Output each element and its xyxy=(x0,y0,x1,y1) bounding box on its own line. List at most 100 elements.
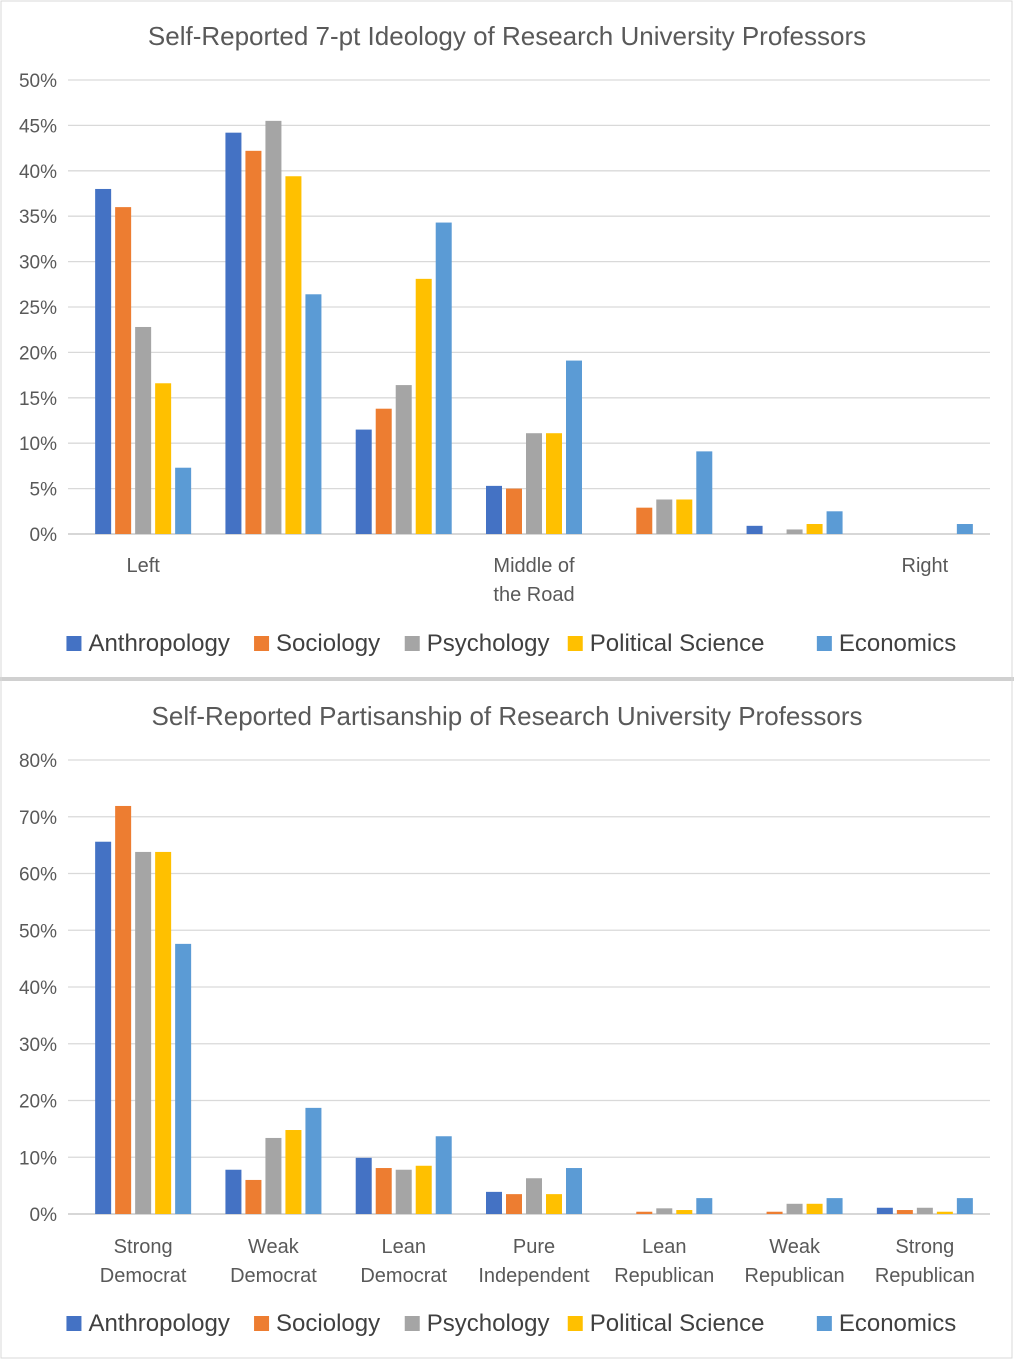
bar-sociology xyxy=(506,488,522,534)
x-category-label: Independent xyxy=(478,1265,590,1287)
bar-anthropology xyxy=(225,132,242,534)
x-category-label: Pure xyxy=(513,1236,555,1258)
x-category-label: Weak xyxy=(248,1236,300,1258)
legend-label: Political Science xyxy=(590,630,765,657)
x-category-label: Lean xyxy=(642,1236,687,1258)
x-category-label: Democrat xyxy=(230,1265,317,1287)
bar-psychology xyxy=(526,433,542,534)
bar-economics xyxy=(175,467,192,534)
legend-swatch xyxy=(816,1316,832,1331)
bar-psychology xyxy=(265,120,282,535)
bar-psychology xyxy=(526,1178,542,1214)
legend-swatch xyxy=(404,1316,420,1331)
bar-sociology xyxy=(896,1210,913,1214)
legend-swatch xyxy=(567,1316,583,1331)
bar-psychology xyxy=(786,1203,803,1214)
legend-swatch xyxy=(816,636,832,651)
bar-economics xyxy=(696,1198,713,1214)
bar-economics xyxy=(696,451,713,534)
bar-anthropology xyxy=(486,485,502,534)
y-tick-label: 50% xyxy=(19,921,57,942)
bar-sociology xyxy=(766,1211,783,1214)
bar-anthropology xyxy=(95,188,112,534)
x-category-label: Republican xyxy=(875,1265,975,1287)
bar-psychology xyxy=(135,326,152,534)
chart-1: Self-Reported 7-pt Ideology of Research … xyxy=(19,21,990,657)
legend-swatch xyxy=(567,636,583,651)
x-category-label: Democrat xyxy=(360,1265,447,1287)
chart-title: Self-Reported 7-pt Ideology of Research … xyxy=(148,21,866,51)
legend-item: Economics xyxy=(816,630,956,657)
y-tick-label: 25% xyxy=(19,298,57,319)
bar-sociology xyxy=(245,150,262,534)
bar-political-science xyxy=(155,383,172,534)
legend-item: Psychology xyxy=(404,630,550,657)
y-tick-label: 50% xyxy=(19,71,57,92)
y-tick-label: 5% xyxy=(30,480,58,501)
bar-psychology xyxy=(395,1169,412,1214)
bar-political-science xyxy=(676,1210,693,1214)
y-tick-label: 20% xyxy=(19,343,57,364)
bar-sociology xyxy=(245,1179,262,1214)
chart-2: Self-Reported Partisanship of Research U… xyxy=(19,701,990,1337)
bar-economics xyxy=(826,511,843,534)
y-tick-label: 35% xyxy=(19,207,57,228)
bar-anthropology xyxy=(746,525,763,534)
bar-anthropology xyxy=(355,429,372,534)
legend-item: Political Science xyxy=(567,1310,765,1337)
y-tick-label: 40% xyxy=(19,978,57,999)
bar-anthropology xyxy=(486,1191,502,1214)
bar-psychology xyxy=(786,529,803,534)
bar-economics xyxy=(826,1198,843,1214)
bar-anthropology xyxy=(876,1207,893,1214)
legend-swatch xyxy=(254,636,270,651)
legend-label: Psychology xyxy=(427,1310,550,1337)
chart-title: Self-Reported Partisanship of Research U… xyxy=(152,701,863,731)
bar-sociology xyxy=(375,408,392,534)
bar-sociology xyxy=(636,507,653,534)
bar-sociology xyxy=(375,1168,392,1214)
legend-swatch xyxy=(66,636,82,651)
bar-political-science xyxy=(806,1203,823,1214)
y-tick-label: 10% xyxy=(19,434,57,455)
bar-psychology xyxy=(135,851,152,1214)
bar-economics xyxy=(956,1198,973,1214)
y-tick-label: 60% xyxy=(19,865,57,886)
bar-sociology xyxy=(115,207,132,534)
legend-swatch xyxy=(404,636,420,651)
x-category-label: Republican xyxy=(745,1265,845,1287)
x-category-label: the Road xyxy=(493,584,574,606)
x-category-label: Right xyxy=(902,555,949,577)
bar-anthropology xyxy=(95,841,112,1214)
x-category-label: Strong xyxy=(114,1236,173,1258)
bar-economics xyxy=(305,294,322,534)
x-category-label: Left xyxy=(126,555,160,577)
bar-political-science xyxy=(676,499,693,534)
y-tick-label: 0% xyxy=(30,1205,58,1226)
legend-label: Sociology xyxy=(276,630,380,657)
legend-item: Psychology xyxy=(404,1310,550,1337)
bar-economics xyxy=(566,360,582,534)
y-tick-label: 15% xyxy=(19,389,57,410)
legend-swatch xyxy=(66,1316,82,1331)
bar-anthropology xyxy=(355,1157,372,1214)
legend-label: Economics xyxy=(839,630,956,657)
legend-label: Economics xyxy=(839,1310,956,1337)
bar-anthropology xyxy=(225,1169,242,1214)
bar-political-science xyxy=(415,1165,432,1214)
bar-psychology xyxy=(656,1208,673,1214)
bar-economics xyxy=(566,1168,582,1214)
y-tick-label: 0% xyxy=(30,525,58,546)
legend-item: Economics xyxy=(816,1310,956,1337)
bar-political-science xyxy=(155,851,172,1214)
y-tick-label: 70% xyxy=(19,808,57,829)
y-tick-label: 40% xyxy=(19,162,57,183)
legend-swatch xyxy=(254,1316,270,1331)
y-tick-label: 10% xyxy=(19,1148,57,1169)
y-tick-label: 30% xyxy=(19,253,57,274)
x-category-label: Democrat xyxy=(100,1265,187,1287)
bar-psychology xyxy=(916,1207,933,1214)
legend-item: Anthropology xyxy=(66,630,230,657)
legend-label: Psychology xyxy=(427,630,550,657)
y-tick-label: 20% xyxy=(19,1092,57,1113)
